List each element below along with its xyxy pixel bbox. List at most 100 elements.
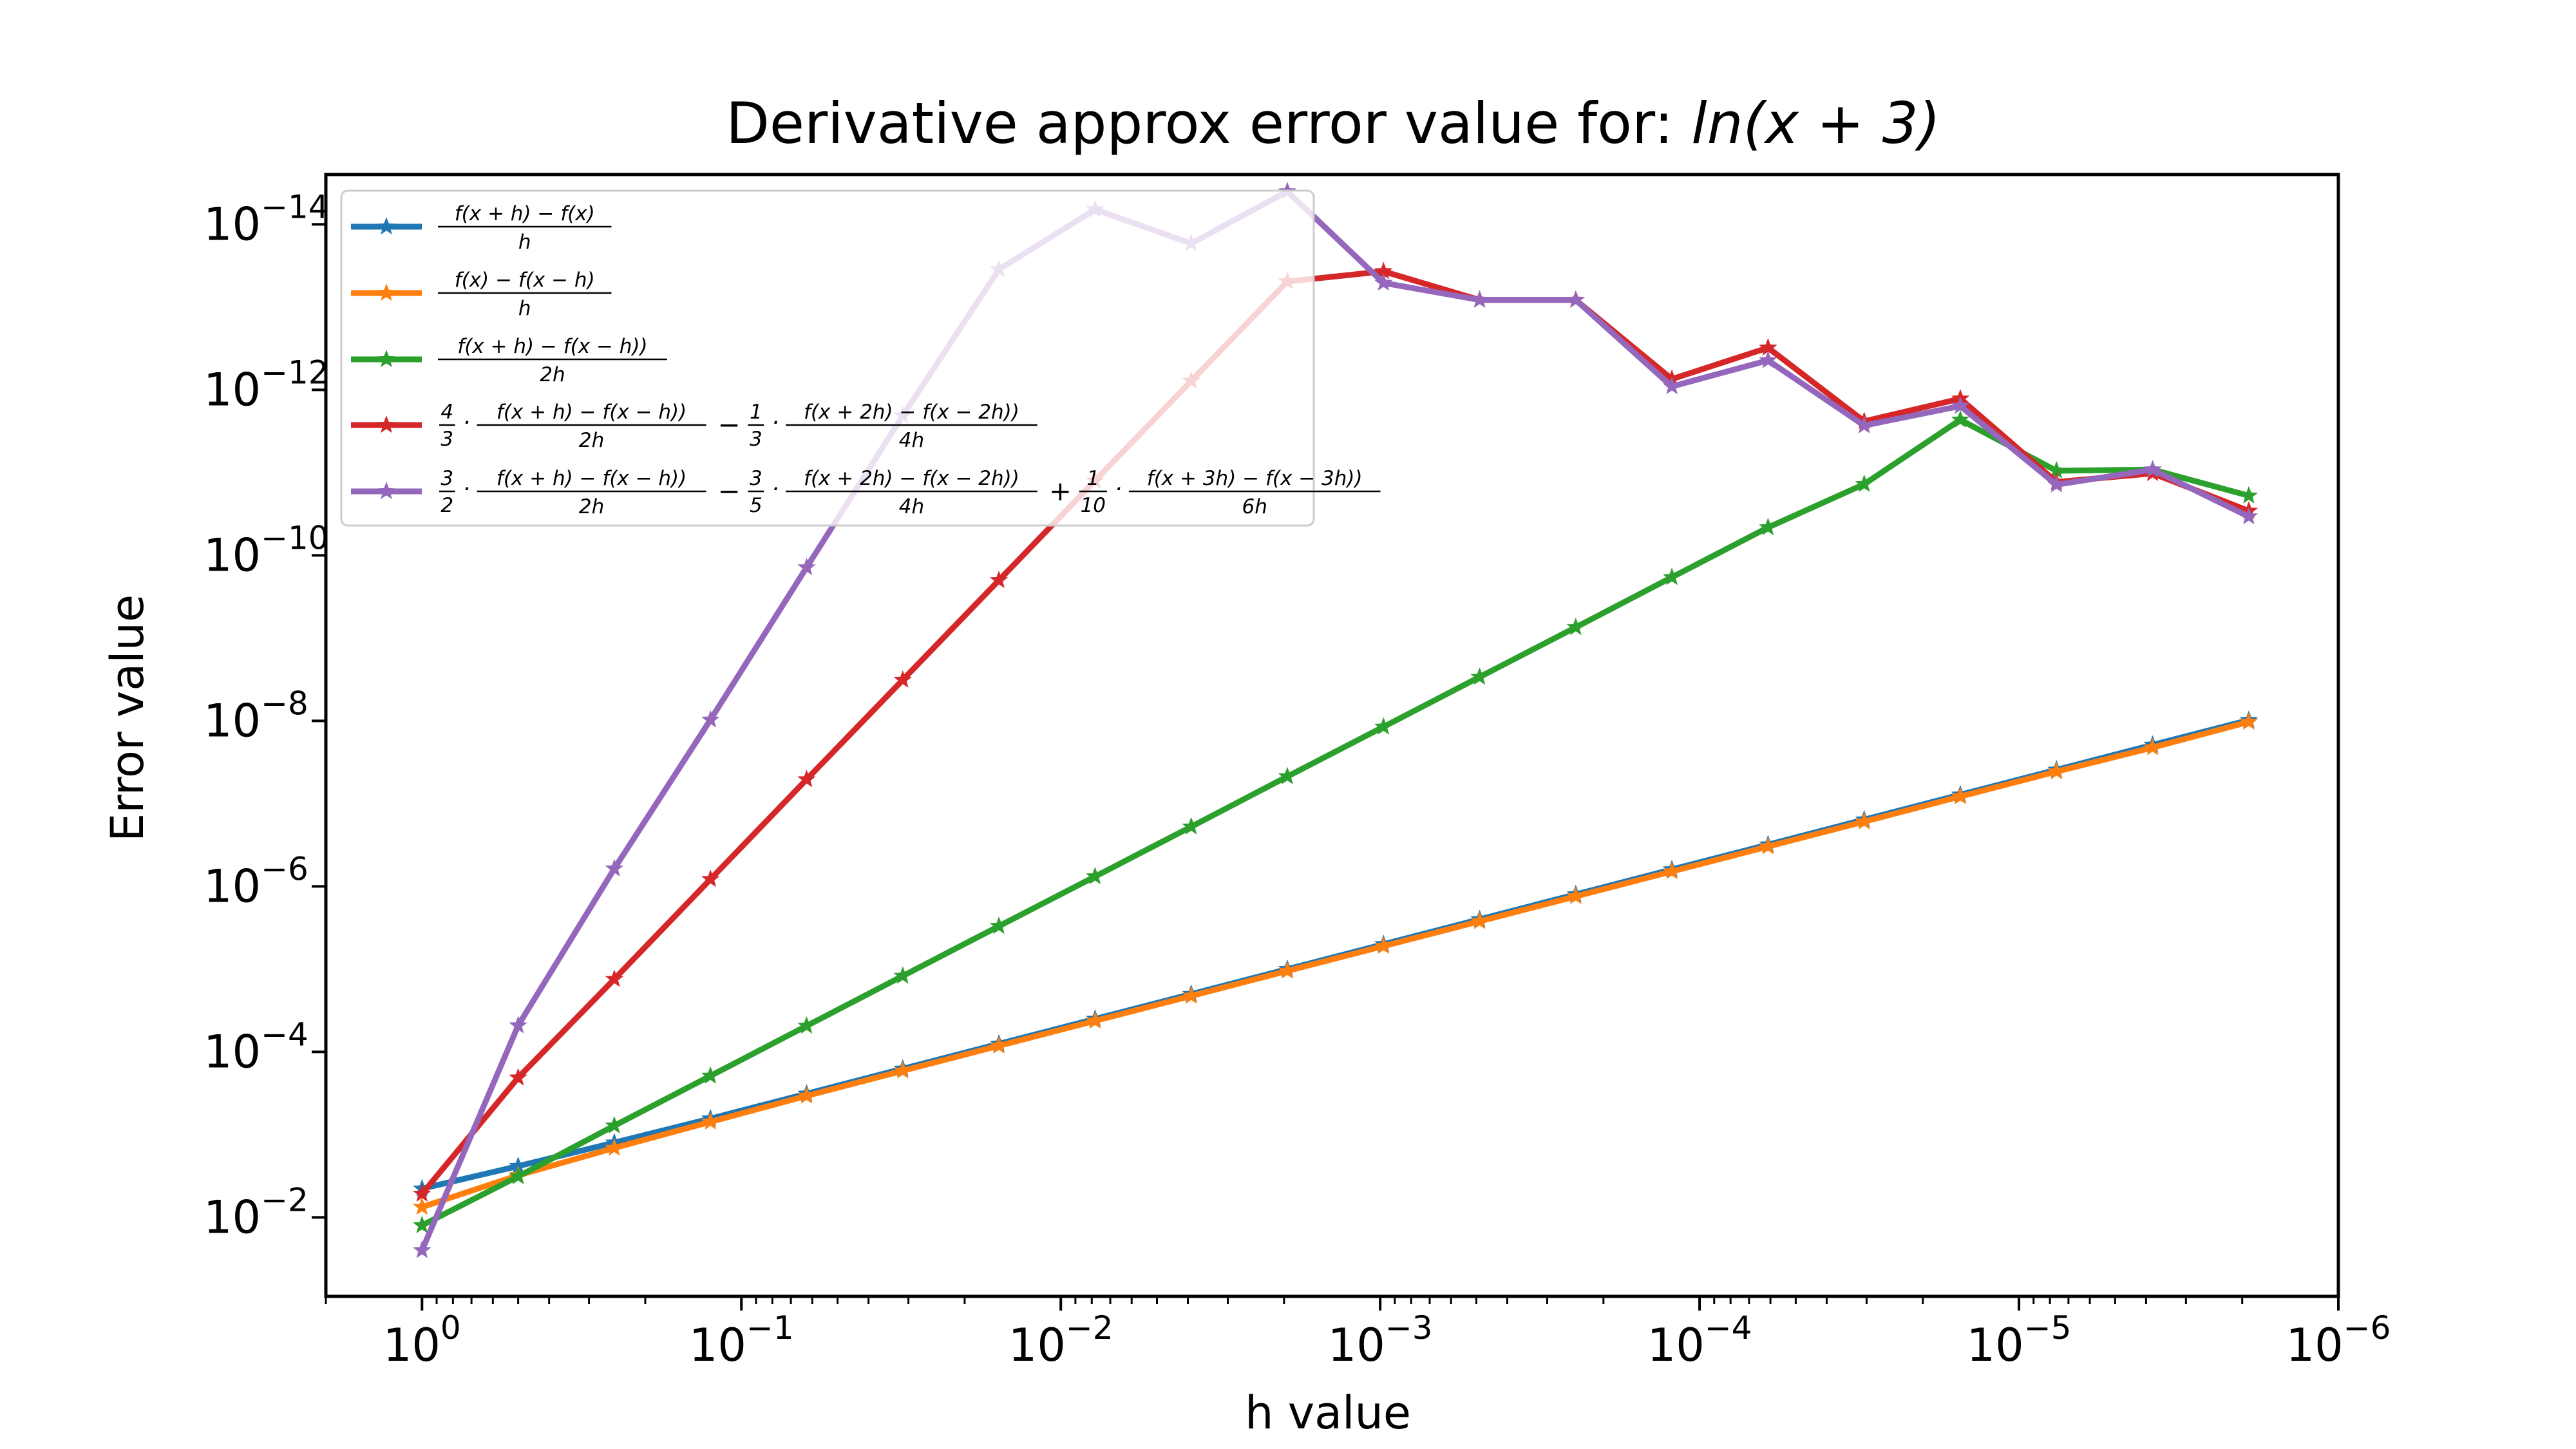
x-tick-label: 10−4 xyxy=(1647,1309,1752,1372)
legend-marker xyxy=(377,350,396,368)
x-tick-label: 10−5 xyxy=(1967,1309,2072,1372)
legend-frac-num: f(x + h) − f(x − h)) xyxy=(457,335,647,358)
data-point xyxy=(1566,886,1586,904)
legend-frac-num: f(x + 3h) − f(x − 3h)) xyxy=(1147,467,1363,490)
legend-frac-den: h xyxy=(518,297,531,320)
y-tick-label: 10−6 xyxy=(204,850,308,913)
data-point xyxy=(797,1086,816,1104)
data-point xyxy=(605,858,624,876)
x-tick-label: 10−2 xyxy=(1009,1309,1113,1372)
data-point xyxy=(893,1061,912,1079)
legend-coef-den: 2 xyxy=(440,494,453,517)
y-tick-label: 10−10 xyxy=(204,519,329,582)
data-point xyxy=(1951,396,1970,414)
data-point xyxy=(1182,986,1200,1004)
chart-title-prefix: Derivative approx error value for: xyxy=(726,90,1691,156)
data-point xyxy=(893,670,912,688)
legend-coef-num: 1 xyxy=(750,401,762,424)
legend-entry-5: 32· f(x + h) − f(x − h))2h −35· f(x + 2h) −… xyxy=(351,467,1381,518)
series-1 xyxy=(413,710,2259,1197)
legend-frac-den: 6h xyxy=(1242,495,1267,518)
legend-frac-num: f(x) − f(x − h) xyxy=(455,269,595,292)
x-tick-label: 10−3 xyxy=(1328,1309,1433,1372)
axes-ticks: 100 10−1 10−2 10−3 10−4 10−5 10−610−210−410−61… xyxy=(204,188,2391,1372)
data-point xyxy=(2143,460,2162,478)
data-point xyxy=(605,1116,624,1134)
data-point xyxy=(413,1184,431,1202)
legend-marker xyxy=(377,283,396,301)
legend-dot: · xyxy=(772,476,779,502)
legend-marker xyxy=(377,482,396,500)
legend-coef-den: 5 xyxy=(750,494,762,517)
data-point xyxy=(509,1156,527,1174)
data-point xyxy=(1566,290,1586,308)
legend-operator: − xyxy=(718,409,741,440)
data-point xyxy=(1951,786,1970,804)
legend-frac-den: 4h xyxy=(899,495,924,518)
y-tick-label: 10−12 xyxy=(204,354,329,416)
series-line xyxy=(421,719,2250,1210)
legend-entry-3: f(x + h) − f(x − h)) 2h xyxy=(351,335,667,386)
legend-frac-den: h xyxy=(518,231,531,254)
data-point xyxy=(1182,817,1200,835)
legend-coef-num: 4 xyxy=(440,401,453,424)
data-point xyxy=(2239,507,2259,525)
data-point xyxy=(1951,410,1970,428)
data-point xyxy=(2047,475,2066,493)
data-point xyxy=(413,1215,431,1233)
legend-dot: · xyxy=(463,410,470,436)
data-point xyxy=(2143,737,2162,755)
y-tick-label: 10−14 xyxy=(204,188,329,251)
legend-dot: · xyxy=(772,410,779,436)
data-point xyxy=(1855,811,1873,829)
y-tick-label: 10−8 xyxy=(204,685,308,747)
x-axis-label: h value xyxy=(1245,1387,1411,1439)
data-point xyxy=(1470,290,1489,308)
legend-dot: · xyxy=(463,476,470,502)
data-point xyxy=(1470,667,1489,685)
y-axis-label: Error value xyxy=(101,594,154,842)
data-point xyxy=(1855,474,1873,492)
data-point xyxy=(509,1166,527,1184)
legend-marker xyxy=(377,415,396,433)
data-point xyxy=(1759,518,1777,536)
legend-entry-4: 4 3 · f(x + h) − f(x − h)) 2h −1 3 · f(x + 2h) −… xyxy=(351,401,1037,452)
legend-coef-den: 3 xyxy=(440,428,453,451)
series-3 xyxy=(413,410,2259,1233)
data-point xyxy=(2047,461,2066,479)
svg-text:Derivative approx error value: Derivative approx error value for: ln(x … xyxy=(726,90,1940,156)
data-point xyxy=(605,969,624,987)
data-point xyxy=(509,1016,527,1034)
legend-frac-num: f(x + h) − f(x − h)) xyxy=(497,467,687,490)
legend-frac-num: f(x + h) − f(x) xyxy=(455,202,595,225)
legend-frac-num: f(x + 2h) − f(x − 2h)) xyxy=(804,467,1019,490)
data-point xyxy=(1374,273,1393,291)
x-tick-label: 10−1 xyxy=(689,1309,794,1372)
data-point xyxy=(1759,837,1777,855)
legend-coef-num: 3 xyxy=(440,467,453,490)
data-point xyxy=(1374,717,1393,735)
legend: f(x + h) − f(x) h f(x) − f(x − h) h f(x + h)… xyxy=(340,189,1381,527)
data-point xyxy=(1566,618,1586,636)
series-line xyxy=(419,268,2250,1196)
legend-coef-num: 3 xyxy=(750,467,762,490)
data-point xyxy=(701,1112,720,1130)
data-point xyxy=(509,1068,527,1086)
data-point xyxy=(1662,862,1681,880)
legend-frac-den: 2h xyxy=(579,495,604,518)
data-point xyxy=(797,558,816,576)
data-point xyxy=(797,1016,816,1034)
legend-operator: + xyxy=(1049,475,1072,507)
legend-entry-2: f(x) − f(x − h) h xyxy=(351,269,612,320)
data-point xyxy=(1374,936,1393,954)
plot-area xyxy=(413,182,2259,1258)
data-point xyxy=(1662,567,1681,585)
data-point xyxy=(1662,377,1681,395)
legend-dot: · xyxy=(1115,476,1122,502)
legend-coef-den: 10 xyxy=(1081,494,1106,517)
chart-title-math: ln(x + 3) xyxy=(1691,90,1940,156)
data-point xyxy=(1278,961,1297,979)
data-point xyxy=(1470,911,1489,929)
data-point xyxy=(1855,415,1873,433)
